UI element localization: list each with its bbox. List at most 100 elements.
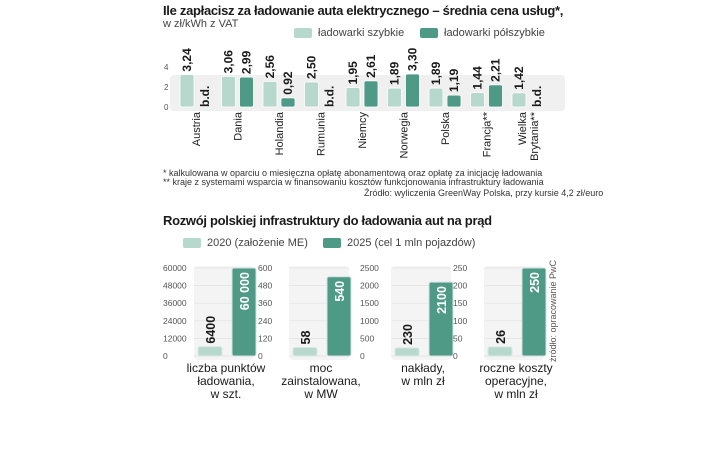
bar-fast (345, 87, 361, 108)
chart1-subtitle: w zł/kWh z VAT (163, 18, 239, 30)
bar-2020 (292, 346, 318, 357)
legend-label: ładowarki półszybkie (444, 27, 545, 39)
bar-semifast (405, 73, 420, 108)
bar-semifast (280, 97, 296, 108)
bar-fast (387, 87, 402, 108)
category-label: Norwegia (399, 111, 411, 158)
bar-2020 (394, 347, 420, 357)
data-label: b.d. (323, 86, 337, 107)
category-label: Holandia (274, 111, 286, 155)
data-label: 3,30 (406, 47, 420, 71)
data-label: 3,24 (180, 48, 194, 72)
data-label: b.d. (198, 86, 212, 107)
bar-2020 (197, 346, 223, 357)
chart1-title: Ile zapłacisz za ładowanie auta elektryc… (163, 3, 564, 18)
category-label: Polska (440, 111, 452, 145)
y-tick-label: 0 (360, 351, 365, 361)
category-label: w MW (303, 387, 338, 401)
bar-fast (470, 92, 485, 108)
y-tick-label: 24000 (163, 316, 187, 326)
data-label: 1,95 (346, 61, 360, 85)
bar-semifast (239, 76, 254, 108)
data-label: 2,99 (240, 50, 254, 74)
chart2-legend-2025: 2025 (cel 1 mln pojazdów) (323, 237, 475, 249)
y-tick-label: 0 (163, 351, 168, 361)
y-tick-label: 100 (453, 316, 467, 326)
y-tick-label: 12000 (163, 333, 187, 343)
legend-label: 2025 (cel 1 mln pojazdów) (347, 237, 476, 249)
bar-fast (511, 92, 527, 108)
category-label: zainstalowana, (281, 374, 360, 388)
data-label: 6400 (204, 316, 218, 344)
chart1-plot: 0 2 4 3,24 b.d. Austria 3,06 2,99 Dania 2,56 0,92 H… (164, 47, 565, 161)
data-label: b.d. (530, 86, 544, 107)
y-tick-label: 0 (258, 351, 263, 361)
y-tick-label: 480 (258, 281, 272, 291)
category-label: operacyjne, (485, 374, 547, 388)
category-label: Niemcy (357, 112, 369, 149)
category-label: w mln zł (400, 374, 445, 388)
bar-2025 (326, 276, 352, 357)
bar-fast (179, 74, 195, 108)
data-label: 2,56 (263, 55, 277, 79)
y-tick-label: 600 (258, 263, 272, 273)
data-label: 230 (401, 324, 415, 345)
bar-fast (304, 81, 319, 108)
chart1-source: Źródło: wyliczenia GreenWay Polska, przy… (364, 188, 604, 198)
chart2-title: Rozwój polskiej infrastruktury do ładowa… (163, 213, 492, 228)
data-label: 26 (494, 330, 508, 344)
y-tick-label: 2 (164, 83, 169, 92)
chart1-legend-semifast: ładowarki półszybkie (420, 27, 545, 39)
data-label: 58 (299, 331, 313, 345)
category-label: w szt. (210, 387, 242, 401)
chart2-source: źródło: opracowanie PwC (548, 259, 558, 362)
bar-semifast (446, 94, 462, 108)
category-label: w mln zł (493, 387, 538, 401)
bar-2025 (428, 281, 454, 357)
legend-label: ładowarki szybkie (318, 27, 405, 39)
category-label: roczne koszty (479, 361, 552, 375)
y-tick-label: 2500 (360, 263, 379, 273)
data-label: 0,92 (281, 71, 295, 95)
y-tick-label: 1500 (360, 298, 379, 308)
data-label: 2100 (435, 286, 449, 314)
y-tick-label: 0 (164, 103, 169, 112)
y-tick-label: 250 (453, 263, 467, 273)
bar-fast (221, 76, 236, 108)
data-label: 2,61 (364, 54, 378, 78)
bar-fast (428, 87, 444, 108)
chart2-source-wrap: źródło: opracowanie PwC (548, 260, 560, 472)
category-label: liczba punktów (187, 361, 266, 375)
chart2-legend-2020: 2020 (założenie ME) (183, 237, 308, 249)
bar-fast (262, 81, 278, 108)
legend-swatch-light (294, 28, 312, 38)
bar-semifast (363, 80, 379, 108)
y-tick-label: 36000 (163, 298, 187, 308)
data-label: 1,19 (447, 68, 461, 92)
legend-swatch-dark (323, 238, 341, 248)
y-tick-label: 150 (453, 298, 467, 308)
bar-2025 (231, 267, 257, 357)
legend-swatch-dark (420, 28, 438, 38)
category-label: nakłady, (401, 361, 445, 375)
category-label: Austria (191, 111, 203, 146)
legend-label: 2020 (założenie ME) (207, 237, 308, 249)
category-label: Wielka (517, 111, 529, 145)
category-label: moc (310, 361, 333, 375)
footnote-1: * kalkulowana w oparciu o miesięczna opł… (163, 168, 543, 178)
y-tick-label: 0 (453, 351, 458, 361)
legend-swatch-light (183, 238, 201, 248)
bar-2020 (487, 346, 513, 357)
data-label: 1,89 (388, 61, 402, 85)
category-label: Francja** (482, 111, 494, 157)
y-tick-label: 60000 (163, 263, 187, 273)
data-label: 2,21 (489, 58, 503, 82)
data-label: 540 (333, 281, 347, 302)
y-tick-label: 50 (453, 333, 463, 343)
category-label: ładowania, (197, 374, 254, 388)
category-label: Brytania** (529, 111, 541, 161)
y-tick-label: 120 (258, 333, 272, 343)
category-label: Dania (233, 111, 245, 141)
data-label: 60 000 (238, 272, 252, 310)
data-label: 1,42 (512, 66, 526, 90)
